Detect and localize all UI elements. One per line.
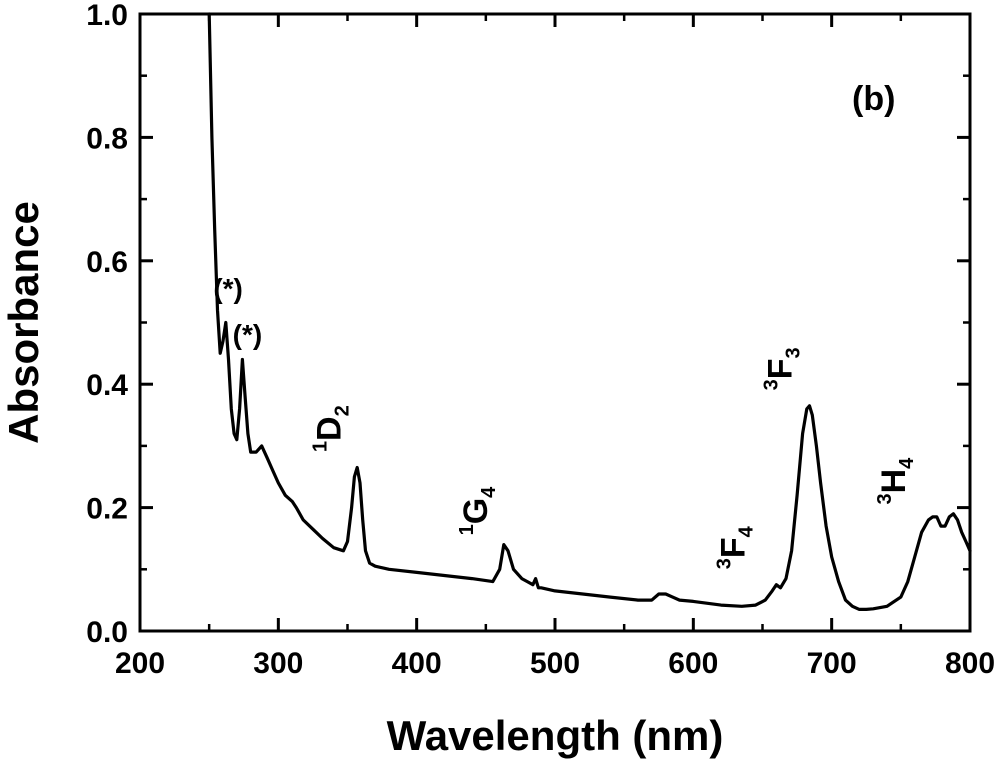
energy-level-label: 3H4 [874,457,918,505]
y-axis-title: Absorbance [0,201,47,444]
y-tick-label: 0.2 [86,493,128,526]
x-tick-label: 200 [115,647,165,680]
level-superscript: 1 [456,524,478,535]
y-tick-label: 0.4 [86,369,128,402]
level-subscript: 3 [783,347,805,358]
level-superscript: 3 [761,379,783,390]
level-symbol: D [311,416,349,441]
energy-level-label: 3F3 [761,347,805,390]
energy-level-label: 1D2 [310,405,354,452]
level-text: 3H4 [874,457,918,505]
level-text: 1G4 [456,486,500,536]
x-tick-label: 500 [530,647,580,680]
panel-label: (b) [852,80,895,118]
level-symbol: H [875,469,913,494]
level-symbol: F [715,537,753,558]
level-subscript: 4 [478,486,500,498]
tick-labels: 200 300 400 500 600 700 800 0.0 0.2 0.4 0.6 0.8 1.0 [86,0,995,680]
x-tick-label: 800 [945,647,995,680]
level-subscript: 2 [332,405,354,416]
impurity-marker: (*) [233,319,263,350]
tick-marks [138,12,972,633]
impurity-marker: (*) [213,273,243,304]
level-text: 3F3 [761,347,805,390]
series-group [207,12,972,611]
x-tick-label: 700 [807,647,857,680]
level-subscript: 4 [896,457,918,469]
energy-level-label: 3F4 [714,525,758,569]
energy-level-label: 1G4 [456,486,500,536]
level-symbol: F [762,358,800,379]
y-tick-label: 0.0 [86,616,128,649]
level-text: 3F4 [714,525,758,569]
level-symbol: G [457,498,495,524]
x-axis-title: Wavelength (nm) [387,712,724,759]
y-tick-label: 1.0 [86,0,128,32]
x-tick-label: 400 [392,647,442,680]
x-tick-label: 600 [668,647,718,680]
level-superscript: 1 [310,441,332,452]
level-text: 1D2 [310,405,354,452]
absorbance-line [207,12,972,611]
level-superscript: 3 [874,493,896,504]
y-tick-label: 0.6 [86,246,128,279]
y-tick-label: 0.8 [86,122,128,155]
plot-frame [138,12,972,633]
level-superscript: 3 [714,558,736,569]
x-tick-label: 300 [253,647,303,680]
level-subscript: 4 [736,525,758,537]
